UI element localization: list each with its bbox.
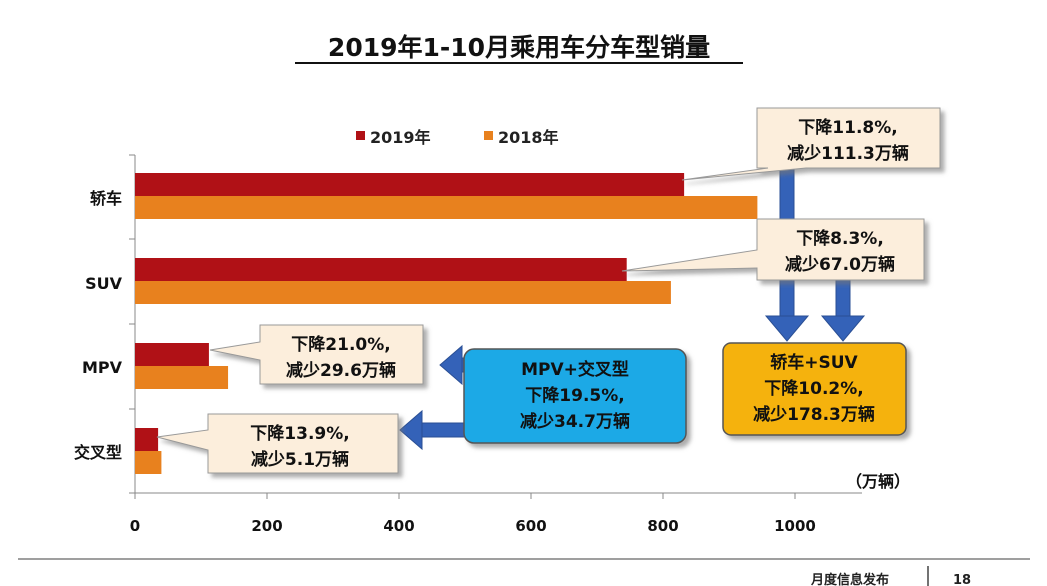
summary-mpv-crossover-line1: MPV+交叉型 <box>521 359 629 380</box>
summary-mpv-crossover-line2: 下降19.5%, <box>525 385 624 406</box>
down-arrow-icon <box>820 279 866 342</box>
summary-sedan-suv-line3: 减少178.3万辆 <box>753 404 875 425</box>
bar-crossover-2018 <box>135 451 162 474</box>
x-tick-label: 0 <box>130 517 140 535</box>
summary-sedan-suv-line1: 轿车+SUV <box>770 352 858 373</box>
category-label-suv: SUV <box>85 274 123 293</box>
bar-crossover-2019 <box>135 428 159 451</box>
callout-crossover-line1: 下降13.9%, <box>250 423 349 444</box>
bar-mpv-2019 <box>135 343 209 366</box>
callout-sedan-line2: 减少111.3万辆 <box>787 143 909 164</box>
legend-label-2018: 2018年 <box>498 128 559 147</box>
summary-mpv-crossover-line3: 减少34.7万辆 <box>520 411 630 432</box>
unit-label: （万辆） <box>846 472 910 491</box>
callout-sedan: 下降11.8%, 减少111.3万辆 <box>681 107 941 181</box>
summary-box-sedan-suv: 轿车+SUV 下降10.2%, 减少178.3万辆 <box>722 342 907 436</box>
legend-swatch-2018 <box>484 131 493 140</box>
summary-box-mpv-crossover: MPV+交叉型 下降19.5%, 减少34.7万辆 <box>463 348 687 444</box>
bars <box>135 173 758 474</box>
callout-crossover: 下降13.9%, 减少5.1万辆 <box>156 413 399 474</box>
bar-suv-2019 <box>135 258 627 281</box>
legend-label-2019: 2019年 <box>370 128 431 147</box>
footer-publication: 月度信息发布 <box>810 572 889 586</box>
callout-suv: 下降8.3%, 减少67.0万辆 <box>621 218 925 281</box>
bar-sedan-2018 <box>135 196 758 219</box>
x-tick-label: 800 <box>647 517 678 535</box>
category-label-sedan: 轿车 <box>90 189 122 208</box>
callout-mpv: 下降21.0%, 减少29.6万辆 <box>209 324 424 385</box>
legend-swatch-2019 <box>356 131 365 140</box>
bar-suv-2018 <box>135 281 671 304</box>
bar-mpv-2018 <box>135 366 229 389</box>
footer-page-number: 18 <box>953 573 971 586</box>
callout-suv-line2: 减少67.0万辆 <box>785 254 895 275</box>
callout-mpv-line2: 减少29.6万辆 <box>286 360 396 381</box>
x-tick-label: 200 <box>251 517 282 535</box>
x-tick-label: 400 <box>383 517 414 535</box>
bar-sedan-2019 <box>135 173 685 196</box>
y-axis <box>129 154 136 494</box>
summary-sedan-suv-line2: 下降10.2%, <box>764 378 863 399</box>
callout-crossover-line2: 减少5.1万辆 <box>251 449 349 470</box>
callout-mpv-line1: 下降21.0%, <box>291 334 390 355</box>
chart-title: 2019年1-10月乘用车分车型销量 <box>328 33 710 62</box>
category-label-mpv: MPV <box>82 358 123 377</box>
callout-sedan-line1: 下降11.8%, <box>798 117 897 138</box>
category-label-crossover: 交叉型 <box>74 443 122 462</box>
x-tick-label: 600 <box>515 517 546 535</box>
x-axis-ticks: 0 200 400 600 800 1000 <box>130 493 816 535</box>
callout-suv-line1: 下降8.3%, <box>796 228 884 249</box>
x-tick-label: 1000 <box>774 517 816 535</box>
